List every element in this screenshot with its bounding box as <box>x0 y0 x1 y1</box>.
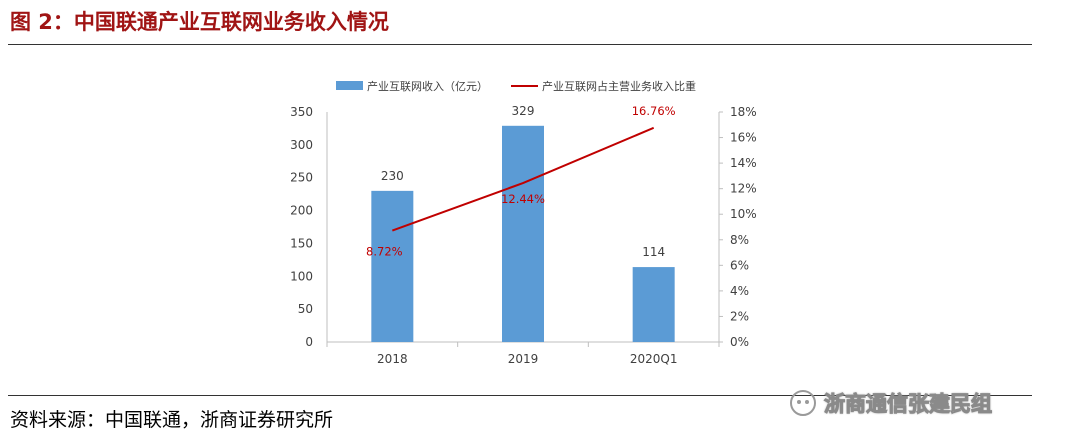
bar-value-label: 230 <box>381 169 404 183</box>
right-tick-label: 10% <box>730 207 757 221</box>
legend-bar-label: 产业互联网收入（亿元） <box>367 79 488 93</box>
left-tick-label: 50 <box>298 302 313 316</box>
right-tick-label: 0% <box>730 335 749 349</box>
bar <box>371 190 414 342</box>
right-tick-label: 12% <box>730 182 757 196</box>
right-tick-label: 16% <box>730 131 757 145</box>
right-tick-label: 14% <box>730 156 757 170</box>
left-tick-label: 100 <box>290 269 313 283</box>
source-note: 资料来源：中国联通，浙商证券研究所 <box>10 409 334 431</box>
left-tick-label: 250 <box>290 171 313 185</box>
figure-title: 图 2：中国联通产业互联网业务收入情况 <box>10 10 389 34</box>
bar <box>632 267 675 342</box>
right-tick-label: 4% <box>730 284 749 298</box>
line-value-label: 12.44% <box>501 192 545 206</box>
watermark: 浙商通信张建民组 <box>790 388 993 418</box>
left-tick-label: 0 <box>305 335 313 349</box>
title-divider <box>8 44 1032 45</box>
bar-value-label: 114 <box>642 245 665 259</box>
right-tick-label: 18% <box>730 105 757 119</box>
left-tick-label: 200 <box>290 204 313 218</box>
left-tick-label: 150 <box>290 236 313 250</box>
line-value-label: 8.72% <box>366 245 403 259</box>
bar <box>502 125 544 342</box>
right-tick-label: 2% <box>730 309 749 323</box>
left-tick-label: 300 <box>290 138 313 152</box>
source-divider <box>8 395 1032 396</box>
legend-line-label: 产业互联网占主营业务收入比重 <box>542 79 696 93</box>
x-tick-label: 2020Q1 <box>630 352 678 366</box>
watermark-text: 浙商通信张建民组 <box>824 392 993 417</box>
x-tick-label: 2019 <box>508 352 539 366</box>
left-tick-label: 350 <box>290 105 313 119</box>
right-tick-label: 6% <box>730 258 749 272</box>
right-tick-label: 8% <box>730 233 749 247</box>
bar-value-label: 329 <box>512 104 535 118</box>
line-value-label: 16.76% <box>632 104 676 118</box>
wechat-icon <box>790 390 816 416</box>
legend-bar-swatch <box>336 81 363 90</box>
x-tick-label: 2018 <box>377 352 408 366</box>
